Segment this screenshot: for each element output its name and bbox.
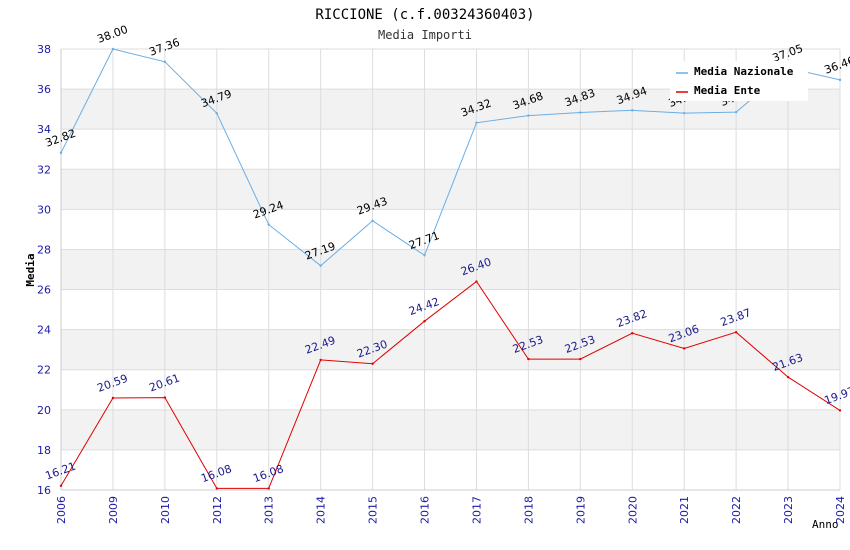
data-point [527, 114, 530, 117]
data-point [734, 331, 738, 334]
plot-band [61, 369, 840, 410]
x-axis-title: Anno [812, 518, 839, 531]
legend-box [670, 61, 808, 101]
data-point [267, 223, 270, 226]
data-point [579, 111, 582, 114]
data-point [423, 254, 426, 257]
data-point [838, 78, 842, 82]
y-axis-ticks: 16 18 20 22 24 26 28 30 32 34 36 38 [37, 43, 51, 497]
plot-band [61, 449, 840, 490]
data-point [163, 396, 167, 399]
y-axis-title: Media [24, 253, 37, 286]
data-point [371, 362, 374, 365]
x-tick-label: 2006 [55, 496, 68, 524]
plot-band [61, 409, 840, 450]
legend-label-media-nazionale: Media Nazionale [694, 65, 794, 78]
x-tick-label: 2014 [315, 496, 328, 524]
y-tick-label: 16 [37, 484, 51, 497]
x-tick-label: 2010 [159, 496, 172, 524]
y-tick-label: 22 [37, 364, 51, 377]
plot-band [61, 129, 840, 170]
data-point [527, 357, 530, 361]
data-point [734, 110, 738, 114]
data-point [475, 121, 478, 124]
data-point [59, 151, 63, 155]
plot-band [61, 209, 840, 250]
x-tick-label: 2018 [522, 496, 535, 524]
x-tick-label: 2022 [730, 496, 743, 524]
x-tick-label: 2015 [367, 496, 380, 524]
x-tick-label: 2023 [782, 496, 795, 524]
y-tick-label: 26 [37, 284, 51, 297]
plot-band [61, 249, 840, 290]
x-tick-label: 2013 [263, 496, 276, 524]
x-tick-label: 2020 [626, 496, 639, 524]
chart-subtitle: Media Importi [378, 28, 472, 42]
gridlines [60, 48, 841, 491]
y-tick-label: 36 [37, 83, 51, 96]
data-point [423, 320, 426, 323]
y-tick-label: 38 [37, 43, 51, 56]
y-tick-label: 20 [37, 404, 51, 417]
data-point [475, 280, 478, 283]
data-point [683, 111, 686, 115]
x-tick-label: 2019 [574, 496, 587, 524]
y-tick-label: 18 [37, 444, 51, 457]
x-tick-label: 2017 [470, 496, 483, 524]
x-axis-ticks: 2006 2009 2010 2012 2013 2014 2015 2016 2017 2018… [55, 496, 847, 524]
data-point [371, 219, 374, 222]
data-point [215, 487, 218, 490]
x-tick-label: 2009 [107, 496, 120, 524]
data-point [631, 332, 634, 335]
y-tick-label: 32 [37, 163, 51, 176]
data-point [786, 375, 790, 379]
data-point [838, 409, 842, 412]
x-tick-label: 2024 [834, 496, 847, 524]
legend: Media Nazionale Media Ente [670, 61, 808, 101]
chart-title: RICCIONE (c.f.00324360403) [315, 7, 534, 23]
data-point [111, 396, 115, 400]
plot-band [61, 329, 840, 370]
x-tick-label: 2021 [678, 496, 691, 524]
series-line-0 [60, 48, 841, 267]
data-point [215, 112, 218, 115]
y-tick-label: 24 [37, 324, 51, 337]
x-tick-label: 2016 [419, 496, 432, 524]
legend-label-media-ente: Media Ente [694, 84, 761, 97]
data-point [59, 484, 63, 487]
x-tick-label: 2012 [211, 496, 224, 524]
data-point [683, 347, 686, 350]
plot-background [61, 49, 840, 490]
data-point [163, 60, 167, 64]
y-tick-label: 30 [37, 203, 51, 216]
series-line-1 [60, 280, 841, 489]
plot-band [61, 289, 840, 330]
series-group [59, 47, 842, 490]
data-point [319, 264, 322, 267]
y-tick-label: 28 [37, 243, 51, 256]
data-point [111, 47, 115, 51]
data-point [319, 358, 322, 362]
data-point [579, 357, 582, 361]
y-tick-label: 34 [37, 123, 51, 136]
data-point [267, 487, 270, 490]
data-point [631, 109, 634, 112]
data-label: 38.00 [96, 23, 130, 46]
